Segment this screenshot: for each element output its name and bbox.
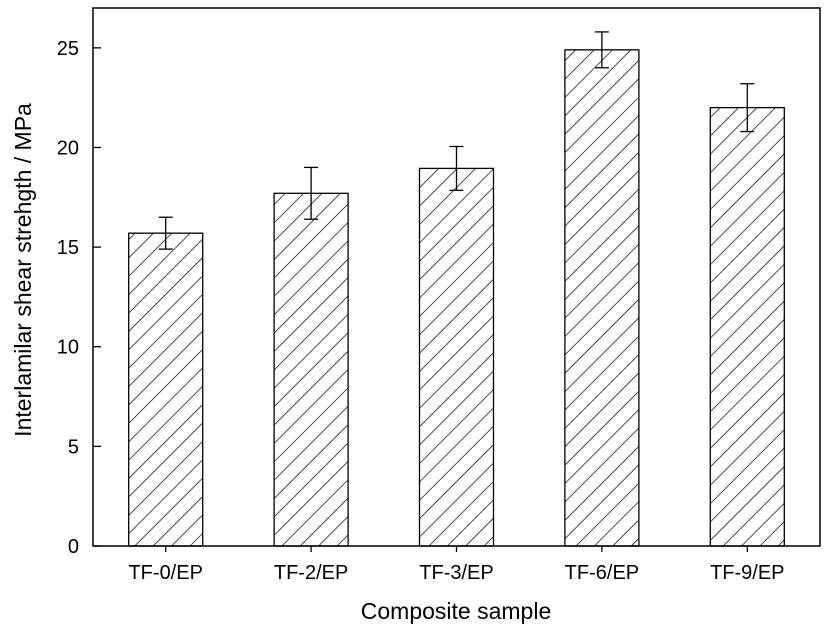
y-tick-label: 25 — [57, 38, 79, 60]
bar — [564, 49, 640, 547]
bar — [418, 167, 495, 547]
error-bars — [158, 31, 755, 250]
x-tick-label: TF-9/EP — [710, 562, 784, 584]
x-axis-title: Composite sample — [361, 598, 551, 624]
x-tick-label: TF-3/EP — [419, 562, 493, 584]
bar — [709, 106, 785, 547]
x-axis: TF-0/EP TF-2/EP TF-3/EP TF-6/EP TF-9/EP — [128, 546, 785, 584]
bar — [273, 192, 349, 547]
y-tick-label: 20 — [57, 137, 79, 159]
x-tick-label: TF-0/EP — [128, 562, 202, 584]
y-tick-label: 15 — [57, 237, 79, 259]
x-tick-label: TF-6/EP — [565, 562, 639, 584]
y-tick-label: 5 — [68, 436, 79, 458]
y-axis: 0 5 10 15 20 25 — [57, 38, 101, 558]
y-axis-title: Interlamilar shear strehgth / MPa — [10, 103, 36, 437]
bar — [128, 232, 204, 547]
y-tick-label: 0 — [68, 536, 79, 558]
y-tick-label: 10 — [57, 337, 79, 359]
x-tick-label: TF-2/EP — [274, 562, 348, 584]
bars — [128, 49, 785, 547]
